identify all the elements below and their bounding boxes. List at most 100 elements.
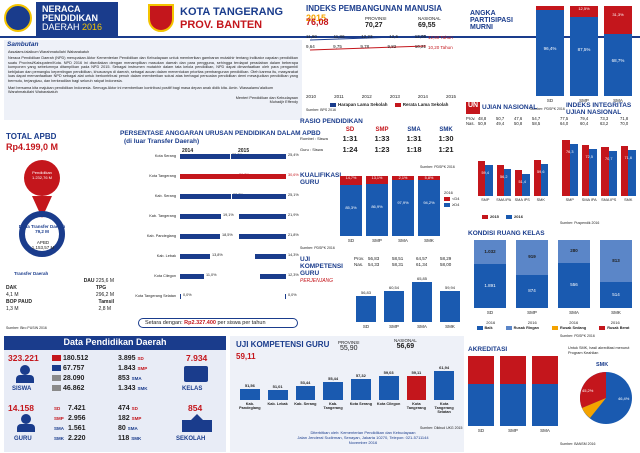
ipm-lower-1: 9,75 xyxy=(333,44,342,49)
dpd-siswa-sd: 180.512 xyxy=(63,355,89,362)
ipm-tag2: 10,20 Tahun xyxy=(428,45,453,50)
kual-upper-bar: 2,1% xyxy=(392,176,414,180)
apbd-transfer-text: Dana Transfer Daerah 79,2 M xyxy=(12,224,72,234)
rasio-rombel-1: 1:33 xyxy=(374,134,390,143)
persen-bar-2015 xyxy=(260,274,286,279)
ipm-year-3: 2013 xyxy=(389,94,400,99)
dpd-guru-sd: 7.421 xyxy=(68,405,86,412)
sambutan-para2: Mari bersama kita majukan pendidikan Ind… xyxy=(8,85,274,95)
kual-lower-bar: 94,2% xyxy=(418,180,440,236)
ipm-title-wrap: INDEKS PEMBANGUNAN MANUSIA 2015 xyxy=(306,4,464,23)
apbd-pend-label: Pendidikan xyxy=(32,170,52,175)
rasio-row-rombel: Rombel : Siswa 1:31 1:33 1:31 1:30 xyxy=(300,134,462,143)
apbd-apbd-label: APBD xyxy=(36,240,50,245)
ukgd-cat: Kab. Tangerang xyxy=(323,402,343,410)
dpd-sek-lbl-smp: SMP xyxy=(131,416,142,421)
iiun-bar-2016 xyxy=(608,151,617,196)
ukgd-chart: 51,56 Kab. Pandeglang 51,01 Kab. Lebak 53,44… xyxy=(236,360,458,420)
dpd-siswa-sma: 28.090 xyxy=(63,375,85,382)
rkelas-year-0: 2016 xyxy=(486,320,496,325)
un-cat: SMK xyxy=(536,198,545,202)
akr-title: AKREDITASI xyxy=(468,346,508,353)
rkelas-bottom-bar: 1.891 xyxy=(474,264,506,308)
dpd-sek-lbl-smk: SMK xyxy=(131,436,142,441)
ukgd-val: 59,11 xyxy=(411,370,422,375)
dpd-siswa-list: 180.512 67.757 28.090 46.862 xyxy=(52,354,110,394)
dpd-guru-label: GURU xyxy=(14,436,32,442)
kual-cat: SMP xyxy=(372,238,382,243)
dpd-sekolah-list: 474 SD 182 SMP 80 SMA 118 SMK xyxy=(118,404,170,444)
persen-row-name: Kota Tangerang xyxy=(149,174,176,178)
un-nas-3: 58,5 xyxy=(532,121,541,126)
persen-bar-2014 xyxy=(180,234,220,239)
apm-chart: 96,4% 12,5% 87,5% 31,3% 68,7% SD SMP SMA xyxy=(530,6,636,106)
ipm-nas-val: 69,55 xyxy=(418,22,436,29)
persen-val-2015: 0,0% xyxy=(288,293,297,297)
ukg-prov-0: 56,83 xyxy=(368,256,380,261)
dpd-guru-smp: 2.956 xyxy=(68,415,86,422)
rkelas-bottom-bar: 874 xyxy=(516,274,548,308)
apbd-pend-circle xyxy=(24,160,60,196)
iiun-val: 71,6 xyxy=(624,156,632,161)
ukgd-kota-val: 59,11 xyxy=(236,352,256,361)
ipm-year-4: 2014 xyxy=(417,94,428,99)
apm-cat-sd: SD xyxy=(546,98,554,103)
rasio-guru-0: 1:24 xyxy=(342,145,358,154)
un-val: 56,2 xyxy=(500,174,508,179)
rkelas-chart: 1.032 1.891 SD 919 874 SMP 280 556 SMA 813 514 SMK xyxy=(470,240,636,318)
un-prov-3: 54,7 xyxy=(532,116,541,121)
ipm-lower-4: 10,21 xyxy=(414,44,426,49)
ukg-prov-3: 58,29 xyxy=(440,256,452,261)
sekolah-icon xyxy=(182,414,212,432)
apbd-source: Sumber: Biro PUSIN 2016 xyxy=(6,326,47,330)
akr-smk-c-slice xyxy=(582,398,606,418)
ukg-prov-1: 58,51 xyxy=(392,256,404,261)
dpd-kelas-smk: 1.343 xyxy=(118,385,136,392)
ukg-nas-2: 61,34 xyxy=(416,262,428,267)
footer3: November 2016 xyxy=(348,440,378,445)
ukg-val: 56,83 xyxy=(360,290,371,296)
title-year: 2016 xyxy=(82,22,103,32)
persen-bar-2015 xyxy=(231,154,286,159)
ukg-stats: Prov. 56,83 58,51 64,57 58,29 Nas. 54,33 58,31… xyxy=(354,256,464,268)
iiun-bar-2015 xyxy=(562,140,570,196)
rasio-guru-2: 1:18 xyxy=(406,145,422,154)
rkelas-bottom-bar: 556 xyxy=(558,262,590,308)
persen-setara-unit: per siswa per tahun xyxy=(217,320,266,326)
apm-title: ANGKA PARTISIPASI MURNI xyxy=(470,10,513,31)
sambutan-sign2: Muhadjir Effendy xyxy=(269,99,298,104)
iiun-source: Sumber: Puspendik 2016 xyxy=(560,221,600,225)
un-badge: UN xyxy=(466,102,480,114)
ukgd-source: Sumber: Dikbud UKG 2015 xyxy=(420,426,463,430)
apbd-apbd-text: APBD 1.153,57 M xyxy=(14,240,72,250)
iiun-val: 70,7 xyxy=(605,157,613,162)
dpd-kelas-lbl-sma: SMA xyxy=(131,376,142,381)
akr-b-bar xyxy=(532,356,558,384)
rasio-cat-smk: SMK xyxy=(439,127,453,133)
dpd-sek-sd: 474 xyxy=(118,405,130,412)
un-bar-2016 xyxy=(503,168,511,196)
apm-smp-bar: 87,5% xyxy=(570,17,598,96)
persen-row-name: Kab. Tangerang xyxy=(149,214,176,218)
ukg-cat: SMP xyxy=(389,324,399,329)
rasio-rombel-0: 1:31 xyxy=(342,134,358,143)
title-line1: NERACA xyxy=(42,4,81,14)
persen-row-name: Kota Serang xyxy=(154,154,176,158)
dpd-kelas-total: 7.934 xyxy=(186,353,208,363)
dpd-panel xyxy=(4,336,226,452)
ipm-year-5: 2015 xyxy=(445,94,456,99)
ukg-subtitle: PERJENJANG xyxy=(300,278,334,284)
ukgd-bar xyxy=(240,388,260,400)
dpd-sekolah-total: 854 xyxy=(188,403,203,413)
persen-val-2014: 13,8% xyxy=(212,253,223,257)
sambutan-greeting: Assalamu'alaikum Warahmatullahi Wabaraka… xyxy=(8,50,90,54)
un-nas-label: Nas. xyxy=(466,121,475,126)
ukgd-nas-val: 56,69 xyxy=(396,343,415,350)
ipm-year: 2015 xyxy=(306,13,327,23)
dpd-guru-lbl-smp: SMP xyxy=(54,416,64,421)
apbd-donuts xyxy=(19,160,65,257)
persen-val-2014: 11,0% xyxy=(206,273,217,277)
persen-val-2014: 18,5% xyxy=(222,233,233,237)
akr-smk-b: 45,2% xyxy=(582,388,594,393)
dpd-guru-list: SD 7.421 SMP 2.956 SMA 1.561 SMK 2.220 xyxy=(54,404,110,444)
